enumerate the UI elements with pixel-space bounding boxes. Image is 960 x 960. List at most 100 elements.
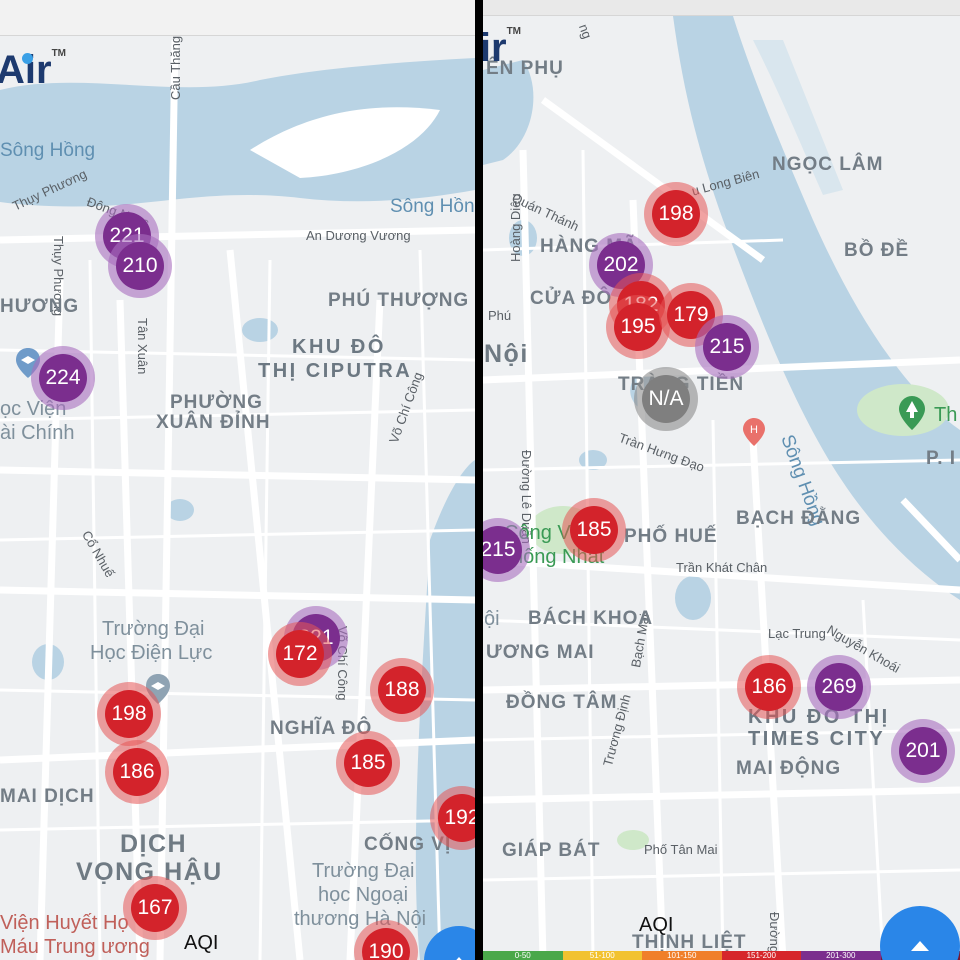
aqi-station-marker[interactable]: 269 [807,655,871,719]
area-label: NGHĨA ĐÔ [270,718,373,739]
area-label: CỐNG VỊ [364,834,452,855]
area-label: CỬA ĐÔ [530,288,613,309]
svg-text:H: H [750,424,758,436]
area-label: PHỐ HUẾ [624,526,718,547]
poi-label: ài Chính [0,422,75,444]
area-label: ÊN PHỤ [486,58,564,79]
aqi-station-marker[interactable]: 186 [105,740,169,804]
aqi-station-marker[interactable]: 210 [108,234,172,298]
aqi-station-marker[interactable]: 201 [891,719,955,783]
legend-segment: 101-150 [642,951,722,960]
aqi-station-marker[interactable]: 215 [483,518,530,582]
street-label: Phú [488,308,512,323]
aqi-value: 201 [899,727,947,775]
aqi-value: 210 [116,242,164,290]
right-road-layer [483,97,960,960]
aqi-value: 186 [113,748,161,796]
aqi-label: AQI [184,932,219,954]
split-divider [475,0,483,960]
street-label: Lạc Trung [768,626,826,641]
aqi-station-marker[interactable]: 186 [737,655,801,719]
park-pin-icon[interactable] [899,396,925,430]
street-label: Phố Tân Mai [644,842,718,857]
park [617,830,649,850]
area-label: THỊNH LIỆT [632,932,747,953]
poi-label: ội [484,608,500,630]
aqi-value: 224 [39,354,87,402]
aqi-station-marker[interactable]: 224 [31,346,95,410]
area-label: DỊCH [120,830,188,858]
browser-bar [483,0,960,16]
aqi-station-marker[interactable]: 192 [430,786,475,850]
area-label: XUÂN ĐỈNH [156,412,271,433]
area-label: P. I [926,448,957,469]
poi-label: Trường Đại [102,618,205,640]
aqi-station-marker[interactable]: 198 [644,182,708,246]
aqi-station-marker[interactable]: 167 [123,876,187,940]
left-map-panel[interactable]: AirTM Sông Hồng Sông Hồn Cầu Thăng Lon Thụy… [0,0,475,960]
airvisual-logo: AirTM [483,26,521,71]
airvisual-logo: AirTM [0,48,66,93]
aqi-value: 185 [570,506,618,554]
aqi-value: 185 [344,739,392,787]
water-label-label: Sông Hồn [390,196,475,217]
area-label: PHƯỜNG [170,392,263,413]
river-island [250,107,440,178]
aqi-value: 190 [362,928,410,960]
aqi-station-marker[interactable]: N/A [634,367,698,431]
area-label: GIÁP BÁT [502,840,601,861]
legend-segment: 0-50 [483,951,563,960]
up-arrow-icon [450,956,468,960]
aqi-station-marker[interactable]: 198 [97,682,161,746]
aqi-value: 167 [131,884,179,932]
water-label-label: Sông Hồng [0,140,96,161]
area-label: MAI DỊCH [0,786,95,807]
aqi-value: 215 [703,323,751,371]
area-label: TIMES CITY [748,728,886,750]
logo-dot [22,53,33,64]
aqi-value: 179 [667,291,715,339]
street-label: Tân Xuân [135,318,150,375]
area-label: MAI ĐỘNG [736,758,842,779]
logo-tm: TM [506,26,522,37]
aqi-value: 198 [105,690,153,738]
area-label: THỊ CIPUTRA [258,360,413,382]
aqi-station-marker[interactable]: 188 [370,658,434,722]
area-label: BẠCH ĐẰNG [736,508,862,529]
street-label: Trần Khát Chân [676,560,768,575]
legend-segment: 151-200 [721,951,801,960]
hospital-pin-icon[interactable]: H [743,418,765,446]
area-label: ĐỒNG TÂM [506,692,618,713]
aqi-station-marker[interactable]: 172 [268,622,332,686]
aqi-station-marker[interactable]: 185 [336,731,400,795]
pond [675,576,711,620]
aqi-value: 195 [614,303,662,351]
area-label: BÁCH KHOA [528,608,654,629]
aqi-value: 215 [483,526,522,574]
aqi-value: 198 [652,190,700,238]
area-label: PHÚ THƯỢNG [328,290,470,311]
logo-text: Air [483,26,507,70]
legend-segment: 201-300 [801,951,881,960]
area-label: BỒ ĐỀ [844,240,910,261]
area-label: NGỌC LÂM [772,154,884,175]
aqi-value: 188 [378,666,426,714]
river-island [753,40,843,195]
aqi-value: 192 [438,794,475,842]
area-label: Nội [484,340,529,368]
street-label: Hoàng Diệu [508,193,523,262]
aqi-station-marker[interactable]: 215 [695,315,759,379]
aqi-value: 269 [815,663,863,711]
browser-bar [0,0,475,36]
aqi-value: N/A [642,375,690,423]
aqi-station-marker[interactable]: 185 [562,498,626,562]
red-river [0,58,475,207]
area-label: ƯƠNG MAI [486,642,595,663]
area-label: KHU ĐÔ [292,336,386,358]
street-label: An Dương Vương [306,228,411,243]
area-label: HƯƠNG [0,296,80,317]
red-river [673,16,960,600]
poi-label: Th [934,404,958,426]
poi-label: Viện Huyết Họ [0,912,129,934]
